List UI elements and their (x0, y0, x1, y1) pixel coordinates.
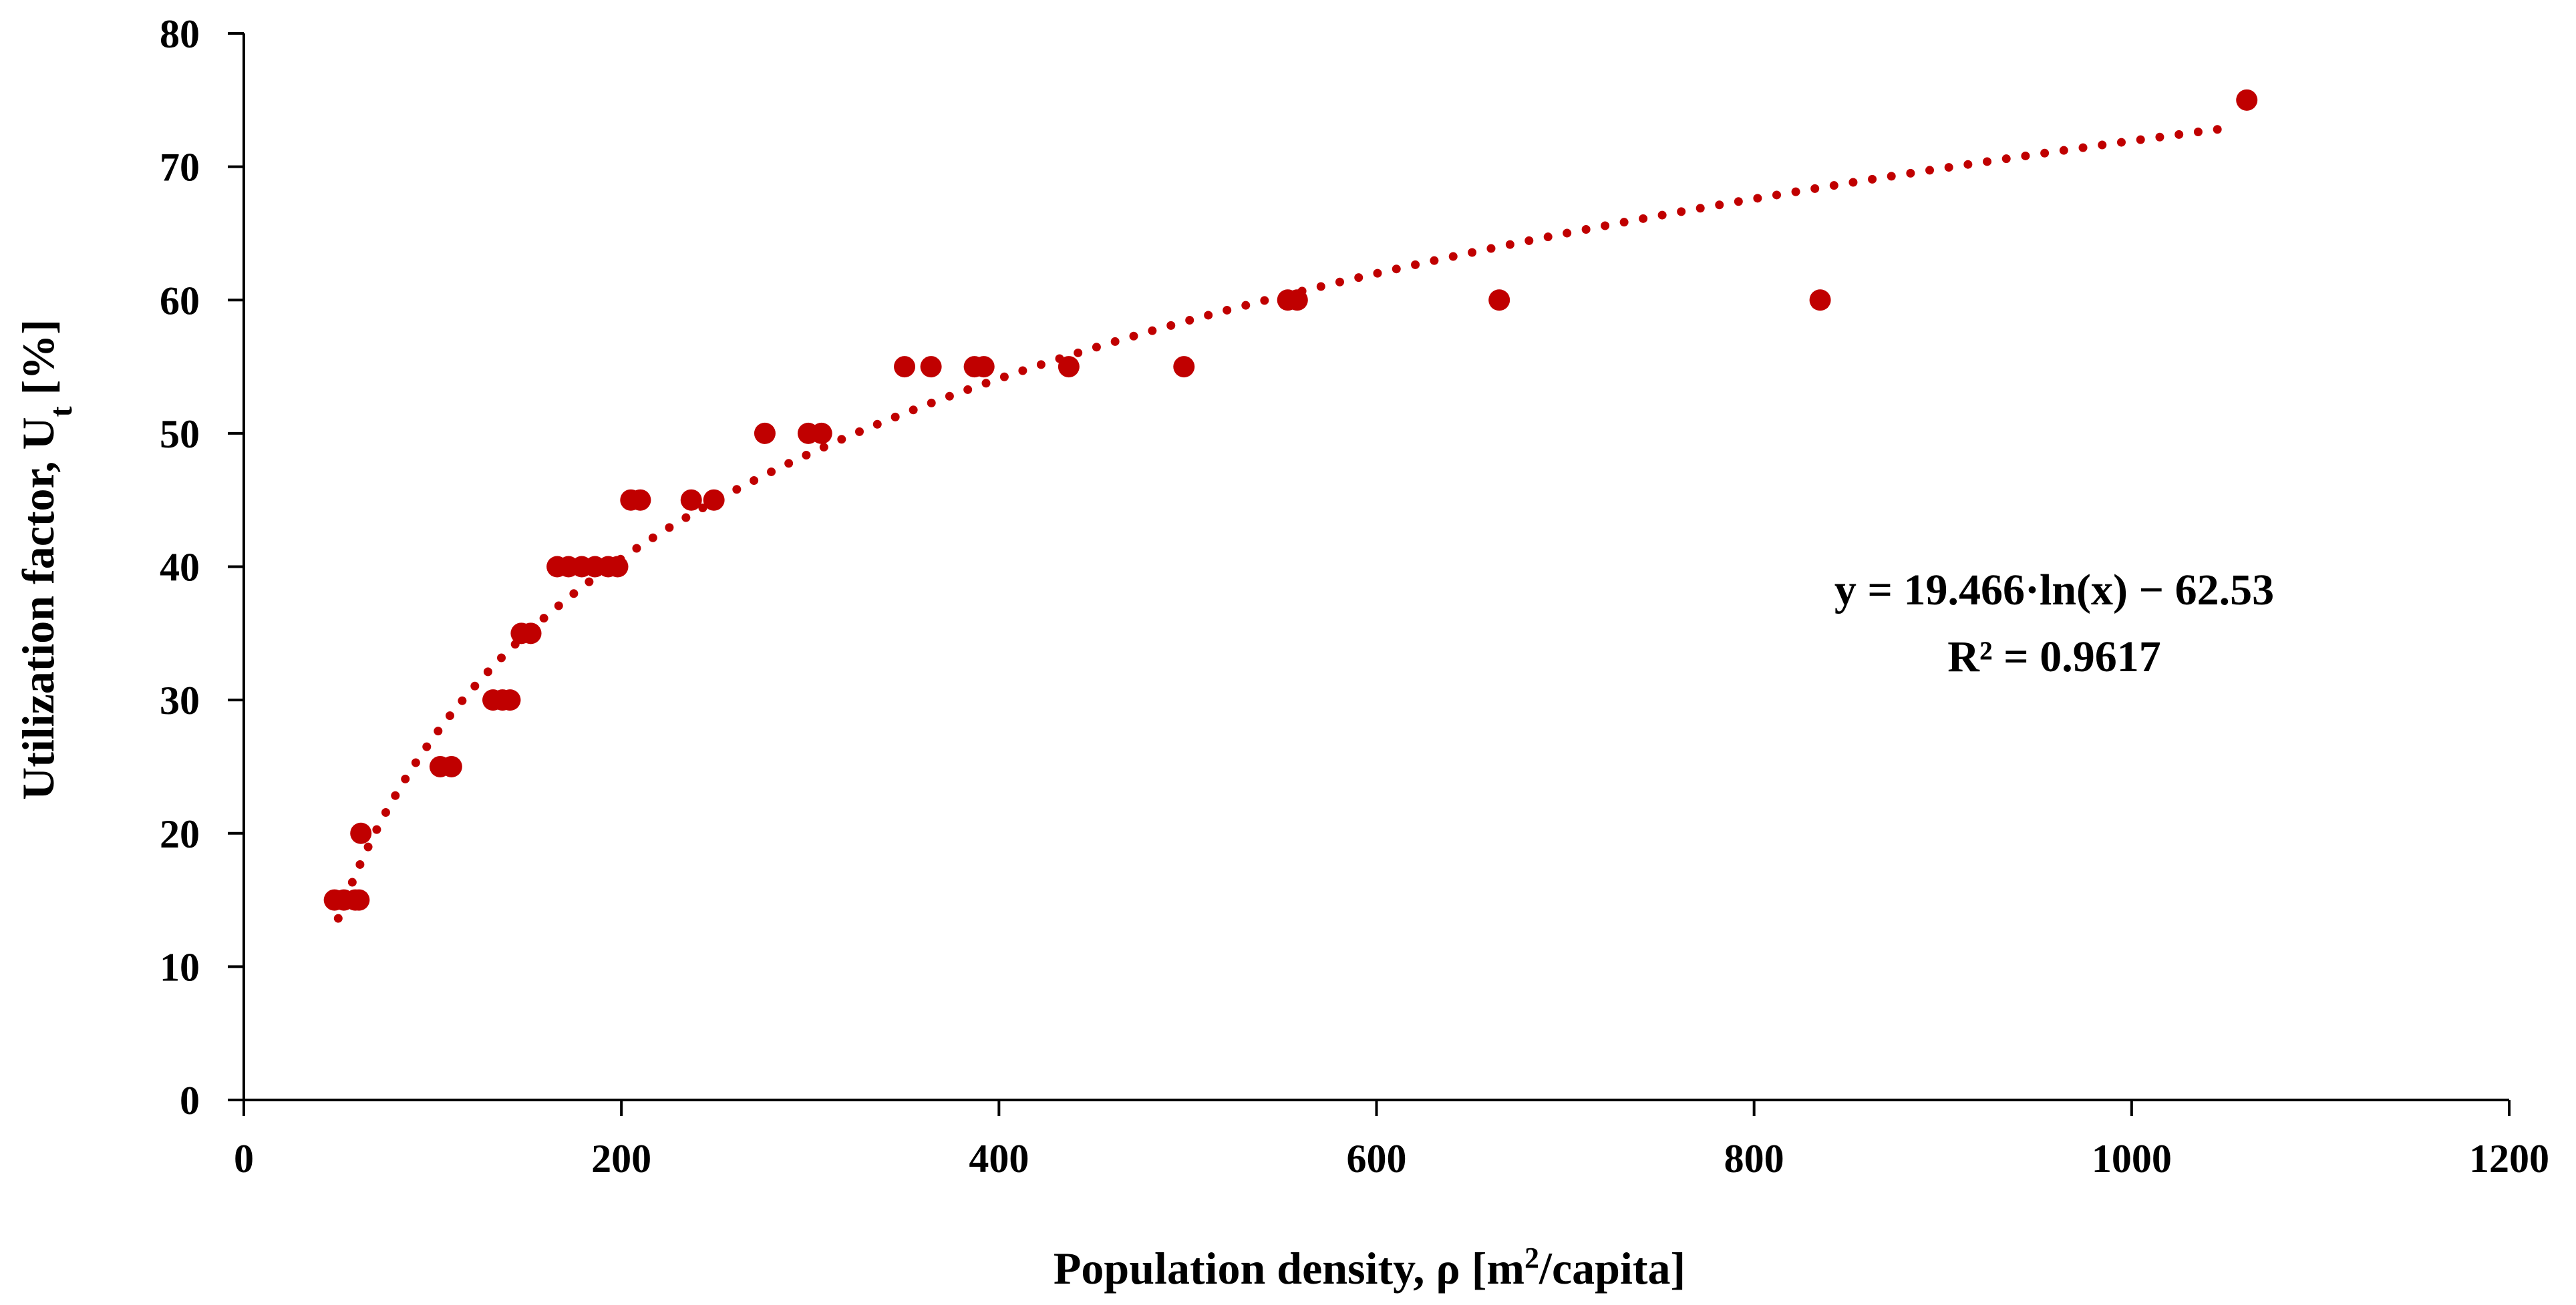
data-point (607, 556, 629, 578)
data-point (440, 755, 462, 777)
data-points (323, 89, 2258, 911)
y-axis-title-suffix: [%] (13, 319, 63, 406)
data-point (1173, 356, 1195, 378)
y-tick-label: 40 (160, 546, 200, 590)
data-point (680, 489, 702, 511)
data-point (920, 356, 942, 378)
data-point (754, 422, 776, 444)
trendline-r-squared: R² = 0.9617 (1947, 632, 2161, 681)
trendline (333, 124, 2231, 923)
x-tick-label: 1000 (2092, 1137, 2172, 1181)
x-axis-title-sup: 2 (1524, 1242, 1539, 1274)
y-tick-label: 80 (160, 12, 200, 56)
y-tick-label: 20 (160, 812, 200, 856)
trendline-equation: y = 19.466·ln(x) − 62.53 (1834, 566, 2274, 614)
data-point (1809, 289, 1831, 311)
data-point (1488, 289, 1510, 311)
data-point (703, 489, 725, 511)
data-point (810, 422, 832, 444)
x-axis-title-prefix: Population density, ρ [m (1054, 1243, 1524, 1294)
y-tick-label: 0 (180, 1079, 200, 1123)
data-point (1058, 356, 1080, 378)
x-tick-label: 200 (591, 1137, 651, 1181)
x-tick-label: 400 (969, 1137, 1029, 1181)
y-axis-title: Utilization factor, Ut [%] (13, 319, 79, 800)
data-point (1286, 289, 1308, 311)
data-point (350, 822, 372, 844)
y-axis-title-sub: t (43, 406, 79, 417)
x-tick-label: 800 (1724, 1137, 1784, 1181)
data-point (348, 889, 370, 911)
y-tick-label: 10 (160, 945, 200, 989)
x-tick-label: 0 (234, 1137, 254, 1181)
data-point (629, 489, 651, 511)
data-point (894, 356, 916, 378)
data-point (973, 356, 995, 378)
data-point (499, 689, 521, 711)
y-tick-label: 50 (160, 412, 200, 456)
y-tick-label: 60 (160, 278, 200, 323)
data-point (520, 622, 542, 644)
trendline-path (333, 124, 2231, 923)
y-tick-label: 30 (160, 679, 200, 723)
data-point (2236, 89, 2258, 111)
y-tick-label: 70 (160, 146, 200, 190)
x-tick-label: 1200 (2469, 1137, 2549, 1181)
x-tick-label: 600 (1347, 1137, 1407, 1181)
x-axis-title: Population density, ρ [m2/capita] (1054, 1242, 1685, 1294)
x-axis-title-suffix: /capita] (1539, 1243, 1685, 1294)
y-axis-title-prefix: Utilization factor, U (13, 417, 63, 799)
